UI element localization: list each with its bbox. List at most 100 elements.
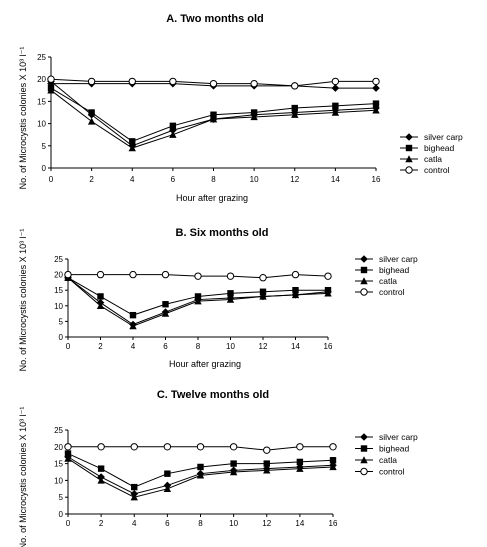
panel-a-series-1-point <box>291 104 298 112</box>
panel-b-series-3-point <box>226 272 235 280</box>
panel-b-ytick-label: 5 <box>59 317 64 326</box>
panel-b-xtick-label: 0 <box>66 342 71 351</box>
panel-a-xtick-label: 14 <box>331 175 340 184</box>
panel-a-ytick-label: 10 <box>37 120 46 129</box>
panel-a-series-2-point <box>209 115 218 123</box>
panel-c-series-2-point <box>163 485 172 492</box>
panel-a-xtick-label: 10 <box>250 175 259 184</box>
panel-c-series-3-point <box>64 443 72 451</box>
panel-b-series-2-point <box>194 297 202 305</box>
panel-c-series-3-point <box>163 443 172 451</box>
panel-a-legend-label-1: bighead <box>424 143 455 153</box>
panel-c-series-1-point <box>97 465 105 472</box>
panel-c-title: C. Twelve months old <box>157 389 269 401</box>
panel-a-xtick-label: 0 <box>49 175 54 184</box>
panel-c-xtick-label: 16 <box>329 519 338 528</box>
panel-c-ytick-label: 15 <box>54 460 63 469</box>
panel-b-series-3-point <box>259 274 267 282</box>
panel-a-baseline-point <box>331 84 340 92</box>
panel-c-ytick-label: 10 <box>54 476 63 485</box>
panel-b-ytick-label: 10 <box>54 302 63 311</box>
panel-b-series-1-point <box>162 301 169 308</box>
panel-a-xtick-label: 12 <box>290 175 299 184</box>
panel-c-series-1-point <box>263 460 270 467</box>
panel-a-series-1-point <box>129 138 136 145</box>
panel-c-xtick-label: 6 <box>165 519 170 528</box>
panel-a-legend-marker-0 <box>405 133 413 141</box>
panel-c-plot: 0 5 10 15 20 25 0 2 4 6 8 10 12 14 16 <box>54 426 338 528</box>
panel-c-xtick-label: 12 <box>262 519 271 528</box>
panel-b-series-1-point <box>259 288 267 295</box>
panel-c-series-3-point <box>263 446 271 454</box>
panel-b-xtick-label: 8 <box>196 342 201 351</box>
panel-b-series-1-point <box>292 287 299 294</box>
panel-b: B. Six months old No. of Microcystis col… <box>18 227 418 371</box>
panel-b-xtick-label: 16 <box>324 342 333 351</box>
panel-a-series-2-point <box>372 106 380 114</box>
panel-b-ytick-label: 20 <box>54 271 63 280</box>
panel-a-series-1-point <box>250 109 258 116</box>
panel-a-series-2-point <box>169 131 177 138</box>
panel-b-xtick-label: 2 <box>98 342 103 351</box>
panel-b-ytick-label: 15 <box>54 286 63 295</box>
panel-a-legend-label-2: catla <box>424 154 442 164</box>
panel-b-series-1-point <box>227 290 234 297</box>
panel-b-ylabel: No. of Microcystis colonies X 10³ l⁻¹ <box>18 229 28 372</box>
panel-c-series-1-point <box>230 460 237 467</box>
panel-a-series-3-point <box>169 77 177 86</box>
panel-c-series-2-point <box>229 468 238 476</box>
panel-a-series-1-point <box>88 109 95 116</box>
panel-c-xtick-label: 0 <box>66 519 71 528</box>
panel-c-legend-label-1: bighead <box>379 444 410 454</box>
panel-a-xlabel: Hour after grazing <box>176 193 248 203</box>
panel-b-series-3-point <box>96 270 105 279</box>
panel-c-ylabel: No. of Microcystis colonies X 10³ l⁻¹ <box>18 407 28 547</box>
panel-a-series-2-point <box>250 113 258 121</box>
panel-b-xtick-label: 14 <box>291 342 300 351</box>
panel-a-series-3-point <box>250 79 258 88</box>
panel-b-series-2-point <box>324 289 332 297</box>
panel-a-series-3-point <box>87 77 96 86</box>
panel-a-series-1-point <box>169 122 177 130</box>
panel-b-series-2-point <box>259 292 267 300</box>
panel-b-series-2-point <box>161 309 170 317</box>
panel-c-series-1-point <box>164 470 171 477</box>
panel-c-legend-label-3: control <box>379 467 405 477</box>
panel-b-series-3-point <box>161 270 170 279</box>
panel-c-xtick-label: 8 <box>198 519 203 528</box>
panel-a-series-2-point <box>87 117 96 125</box>
panel-c-series-1-point <box>329 457 337 464</box>
panel-c-ytick-label: 20 <box>54 443 63 452</box>
panel-b-legend-label-2: catla <box>379 276 397 286</box>
panel-b-series-3-point <box>64 270 72 279</box>
panel-c-series-3-point <box>196 443 205 451</box>
panel-b-series-2-point <box>129 322 137 330</box>
panel-a-ytick-label: 0 <box>42 164 47 173</box>
panel-b-series-1-point <box>97 293 104 300</box>
panel-c-legend-label-0: silver carp <box>379 432 418 442</box>
panel-b-xtick-label: 12 <box>259 342 268 351</box>
panel-a-legend-marker-1 <box>405 144 413 152</box>
panel-b-legend-marker-2 <box>360 277 368 285</box>
panel-a-series-2-point <box>331 108 340 116</box>
panel-b-legend-marker-3 <box>360 288 368 296</box>
panel-a-baseline-point <box>372 84 380 92</box>
panel-c-xtick-label: 14 <box>295 519 304 528</box>
panel-a-legend-label-3: control <box>424 165 450 175</box>
panel-c-series-2-point <box>196 471 205 479</box>
panel-a-legend-marker-2 <box>405 155 413 163</box>
panel-c-ytick-label: 25 <box>54 426 63 435</box>
panel-a-series-1-point <box>372 100 380 107</box>
panel-a-series-3-point <box>209 79 218 88</box>
panel-b-series-2-point <box>96 302 105 309</box>
panel-a-title: A. Two months old <box>166 13 264 25</box>
panel-c-legend-marker-1 <box>360 445 368 452</box>
panel-c-series-1-point <box>64 450 72 457</box>
panel-c-series-3-point <box>130 443 138 451</box>
panel-a-plot: 0 5 10 15 20 25 0 2 4 6 8 10 12 14 16 <box>37 53 381 184</box>
panel-b-xtick-label: 4 <box>131 342 136 351</box>
panel-c-legend-marker-2 <box>360 456 368 464</box>
panel-b-series-1-point <box>129 311 137 319</box>
